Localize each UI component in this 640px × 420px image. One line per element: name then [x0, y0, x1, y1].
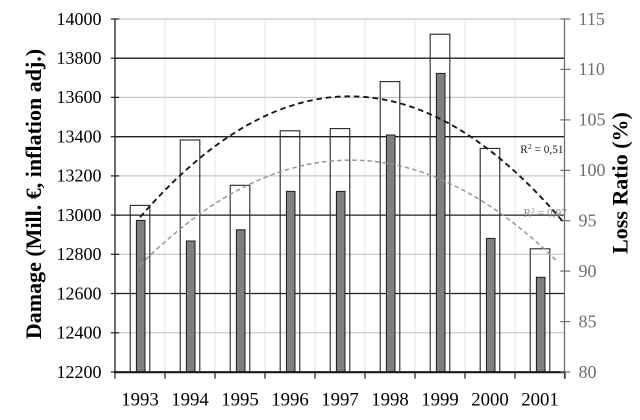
- svg-text:Damage (Mill. €, inflation adj: Damage (Mill. €, inflation adj.): [21, 49, 46, 339]
- svg-text:2000: 2000: [471, 390, 509, 411]
- svg-text:13200: 13200: [57, 166, 102, 186]
- svg-text:90: 90: [579, 261, 597, 281]
- svg-text:12200: 12200: [57, 362, 102, 382]
- svg-text:1996: 1996: [271, 390, 309, 411]
- svg-text:100: 100: [579, 160, 606, 180]
- svg-text:13600: 13600: [57, 87, 102, 107]
- svg-text:R2 = 0,97: R2 = 0,97: [524, 206, 568, 220]
- svg-text:12600: 12600: [57, 283, 102, 303]
- svg-text:1993: 1993: [121, 390, 159, 411]
- svg-text:105: 105: [579, 110, 606, 130]
- svg-text:12800: 12800: [57, 244, 102, 264]
- svg-text:85: 85: [579, 311, 597, 331]
- svg-text:14000: 14000: [57, 9, 102, 29]
- svg-text:95: 95: [579, 211, 597, 231]
- svg-text:R2 = 0,51: R2 = 0,51: [520, 142, 563, 156]
- svg-text:13800: 13800: [57, 48, 102, 68]
- svg-text:1994: 1994: [171, 390, 209, 411]
- svg-text:Loss Ratio (%): Loss Ratio (%): [608, 112, 633, 254]
- svg-text:115: 115: [579, 9, 605, 29]
- svg-text:2001: 2001: [521, 390, 559, 411]
- svg-text:13400: 13400: [57, 127, 102, 147]
- svg-text:1999: 1999: [421, 390, 459, 411]
- svg-text:1997: 1997: [321, 390, 359, 411]
- svg-text:110: 110: [579, 59, 605, 79]
- svg-text:80: 80: [579, 362, 597, 382]
- svg-text:1995: 1995: [221, 390, 259, 411]
- svg-text:1998: 1998: [371, 390, 409, 411]
- svg-text:13000: 13000: [57, 205, 102, 225]
- svg-text:12400: 12400: [57, 323, 102, 343]
